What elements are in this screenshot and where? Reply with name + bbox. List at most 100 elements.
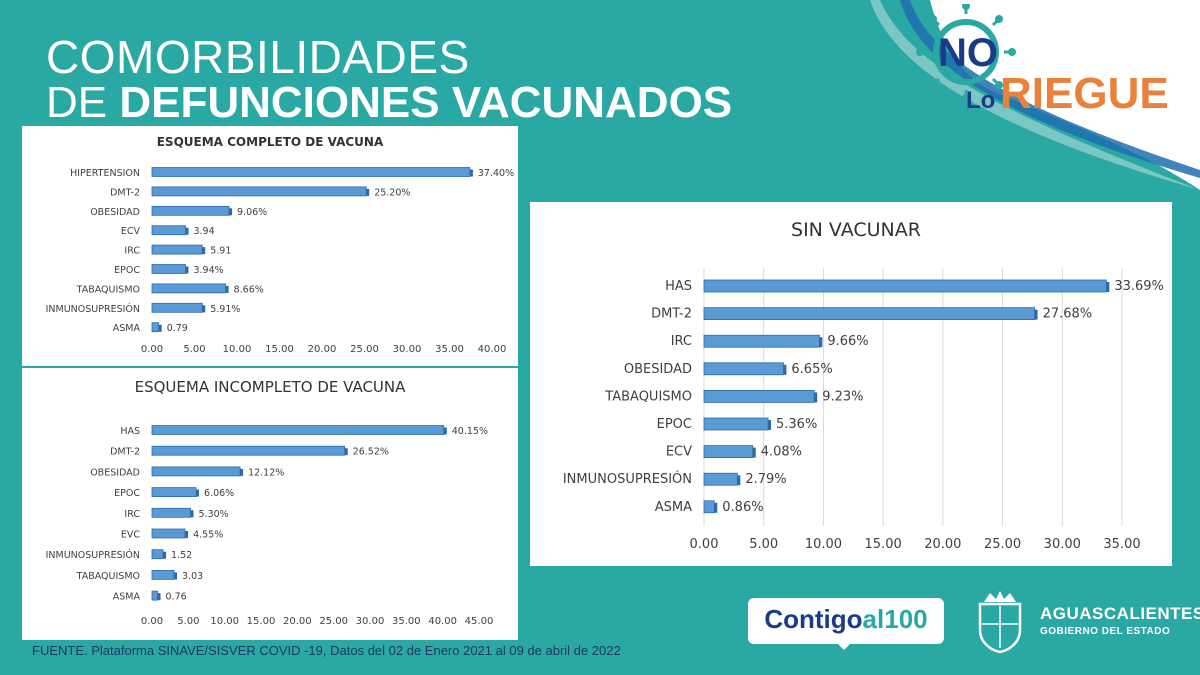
data-label: 0.79 — [167, 323, 188, 334]
bar-side — [196, 489, 200, 497]
tick-label: 40.00 — [428, 616, 457, 627]
tick-label: 40.00 — [478, 344, 507, 355]
bar-side — [185, 227, 189, 235]
tick-label: 30.00 — [356, 616, 385, 627]
category-label: TABAQUISMO — [76, 284, 140, 295]
category-label: ASMA — [113, 323, 141, 334]
tick-label: 5.00 — [177, 616, 199, 627]
virus-icon — [916, 4, 1016, 102]
tick-label: 10.00 — [805, 537, 842, 552]
bar — [151, 425, 445, 435]
category-label: TABAQUISMO — [76, 571, 140, 582]
tick-label: 0.00 — [141, 344, 163, 355]
chart-panel-completo: ESQUEMA COMPLETO DE VACUNA HIPERTENSION 37… — [22, 126, 518, 366]
category-label: OBESIDAD — [624, 362, 692, 377]
tick-label: 25.00 — [319, 616, 348, 627]
data-label: 0.86% — [722, 500, 763, 515]
bar-side — [443, 427, 447, 435]
data-label: 5.30% — [199, 509, 229, 520]
tick-label: 25.00 — [350, 344, 379, 355]
category-label: DMT-2 — [651, 307, 692, 322]
tick-label: 15.00 — [247, 616, 276, 627]
bar — [151, 466, 241, 477]
bar-side — [190, 510, 194, 518]
bar-side — [344, 448, 348, 456]
category-label: IRC — [124, 246, 140, 257]
bar — [151, 283, 227, 294]
data-label: 8.66% — [234, 284, 264, 295]
bar — [703, 417, 769, 431]
data-label: 12.12% — [248, 467, 284, 478]
category-label: IRC — [124, 509, 140, 520]
category-label: EPOC — [114, 488, 140, 499]
data-label: 27.68% — [1043, 307, 1093, 322]
bar — [151, 507, 191, 518]
bar — [151, 244, 203, 255]
bar — [151, 549, 164, 560]
bar — [703, 279, 1107, 293]
chart-panel-incompleto: ESQUEMA INCOMPLETO DE VACUNA HAS 40.15% DMT… — [22, 368, 518, 640]
tick-label: 30.00 — [1044, 537, 1081, 552]
data-label: 3.94 — [193, 226, 214, 237]
chart-title: ESQUEMA COMPLETO DE VACUNA — [157, 135, 384, 149]
bar-side — [225, 285, 229, 293]
bar — [151, 445, 346, 456]
bar-side — [737, 475, 741, 486]
tick-label: 10.00 — [210, 616, 239, 627]
chart-completo: ESQUEMA COMPLETO DE VACUNA HIPERTENSION 37… — [46, 135, 515, 355]
category-label: HAS — [120, 426, 140, 437]
state-seal-icon — [978, 591, 1022, 654]
logo-no: NO — [938, 31, 998, 75]
bar-side — [202, 305, 206, 313]
bar-side — [469, 169, 473, 177]
bar — [151, 569, 175, 580]
data-label: 9.23% — [822, 389, 863, 404]
bar-side — [1034, 309, 1038, 320]
chart-title: SIN VACUNAR — [791, 219, 921, 241]
data-label: 9.66% — [827, 334, 868, 349]
bar — [151, 205, 230, 216]
title-prefix: DE — [46, 78, 120, 127]
page-title-line1: COMORBILIDADES — [46, 31, 470, 83]
bar-side — [1106, 282, 1110, 292]
data-label: 4.08% — [761, 445, 802, 460]
bar — [151, 487, 197, 497]
bar — [151, 264, 186, 274]
data-label: 0.76 — [166, 592, 187, 603]
data-label: 2.79% — [745, 472, 786, 487]
data-label: 33.69% — [1114, 279, 1164, 294]
category-label: INMUNOSUPRESIÓN — [563, 471, 692, 487]
bar-side — [185, 266, 189, 274]
bar-side — [366, 188, 370, 196]
data-label: 5.91 — [210, 246, 231, 257]
category-label: OBESIDAD — [90, 207, 140, 218]
data-label: 25.20% — [374, 187, 410, 198]
bar-side — [240, 468, 244, 476]
title-bold: DEFUNCIONES VACUNADOS — [119, 78, 733, 127]
bar — [703, 362, 784, 376]
bar — [703, 334, 820, 348]
category-label: OBESIDAD — [90, 467, 140, 478]
category-label: ECV — [666, 445, 692, 460]
data-label: 1.52 — [171, 550, 192, 561]
tick-label: 20.00 — [283, 616, 312, 627]
data-label: 5.36% — [776, 417, 817, 432]
category-label: ASMA — [655, 500, 692, 515]
bar — [151, 225, 186, 236]
tick-label: 25.00 — [984, 537, 1021, 552]
speech-tail — [836, 642, 852, 650]
chart-title: ESQUEMA INCOMPLETO DE VACUNA — [135, 378, 406, 396]
bar-side — [202, 247, 206, 255]
data-label: 40.15% — [452, 426, 488, 437]
no-lo-riegues-logo: NO Lo RIEGUES — [916, 4, 1168, 118]
category-label: ASMA — [113, 592, 141, 603]
bar — [151, 528, 186, 539]
category-label: EVC — [121, 530, 141, 541]
page-title-line2: DE DEFUNCIONES VACUNADOS — [46, 78, 732, 128]
bar — [151, 322, 160, 333]
bar-side — [752, 447, 756, 458]
al100-word: al100 — [862, 604, 928, 634]
category-label: EPOC — [114, 265, 140, 276]
bar — [703, 307, 1035, 320]
data-label: 6.65% — [791, 362, 832, 377]
